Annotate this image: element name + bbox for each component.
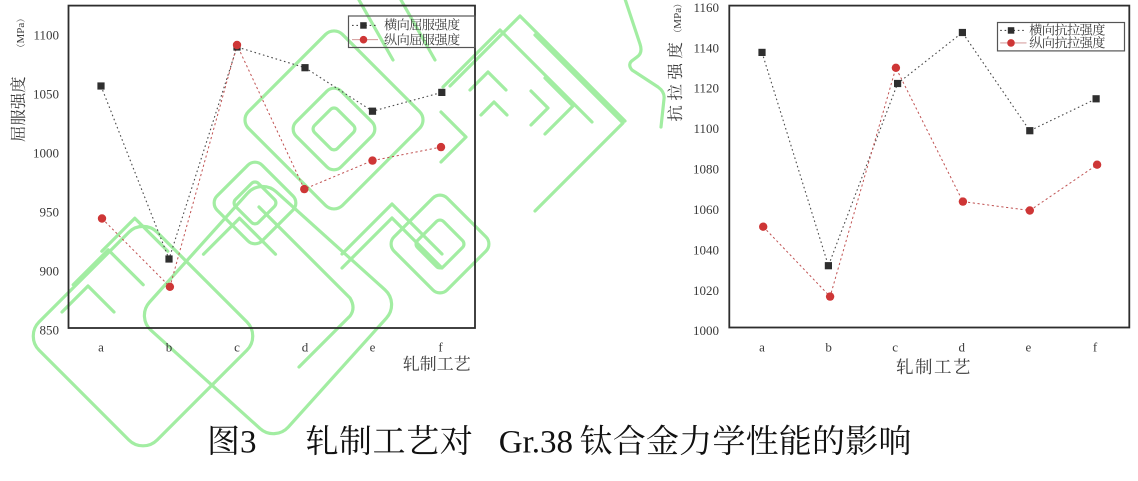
svg-text:Gr.38: Gr.38 xyxy=(499,425,573,461)
svg-text:1020: 1020 xyxy=(693,283,719,298)
svg-text:1000: 1000 xyxy=(33,145,59,160)
svg-text:950: 950 xyxy=(40,204,60,219)
svg-text:c: c xyxy=(234,340,240,355)
svg-text:MPa: MPa xyxy=(672,8,684,29)
svg-text:a: a xyxy=(98,340,104,355)
svg-text:1000: 1000 xyxy=(693,323,719,338)
svg-text:e: e xyxy=(1026,340,1032,355)
svg-text:f: f xyxy=(438,340,443,355)
svg-text:1100: 1100 xyxy=(693,121,719,136)
svg-text:1100: 1100 xyxy=(33,27,59,42)
svg-text:850: 850 xyxy=(40,322,60,337)
svg-text:a: a xyxy=(759,340,765,355)
svg-text:1080: 1080 xyxy=(693,162,719,177)
svg-text:1050: 1050 xyxy=(33,86,59,101)
svg-text:1040: 1040 xyxy=(693,242,719,257)
svg-text:MPa: MPa xyxy=(15,23,27,44)
svg-text:1120: 1120 xyxy=(693,81,719,96)
svg-text:1140: 1140 xyxy=(693,40,719,55)
svg-text:c: c xyxy=(892,340,898,355)
svg-text:b: b xyxy=(825,340,832,355)
svg-text:3: 3 xyxy=(240,425,257,461)
svg-text:f: f xyxy=(1093,340,1098,355)
svg-text:1060: 1060 xyxy=(693,202,719,217)
svg-text:d: d xyxy=(959,340,966,355)
svg-text:d: d xyxy=(302,340,309,355)
svg-text:b: b xyxy=(166,340,173,355)
svg-text:900: 900 xyxy=(40,263,60,278)
svg-text:1160: 1160 xyxy=(693,0,719,15)
svg-text:e: e xyxy=(370,340,376,355)
